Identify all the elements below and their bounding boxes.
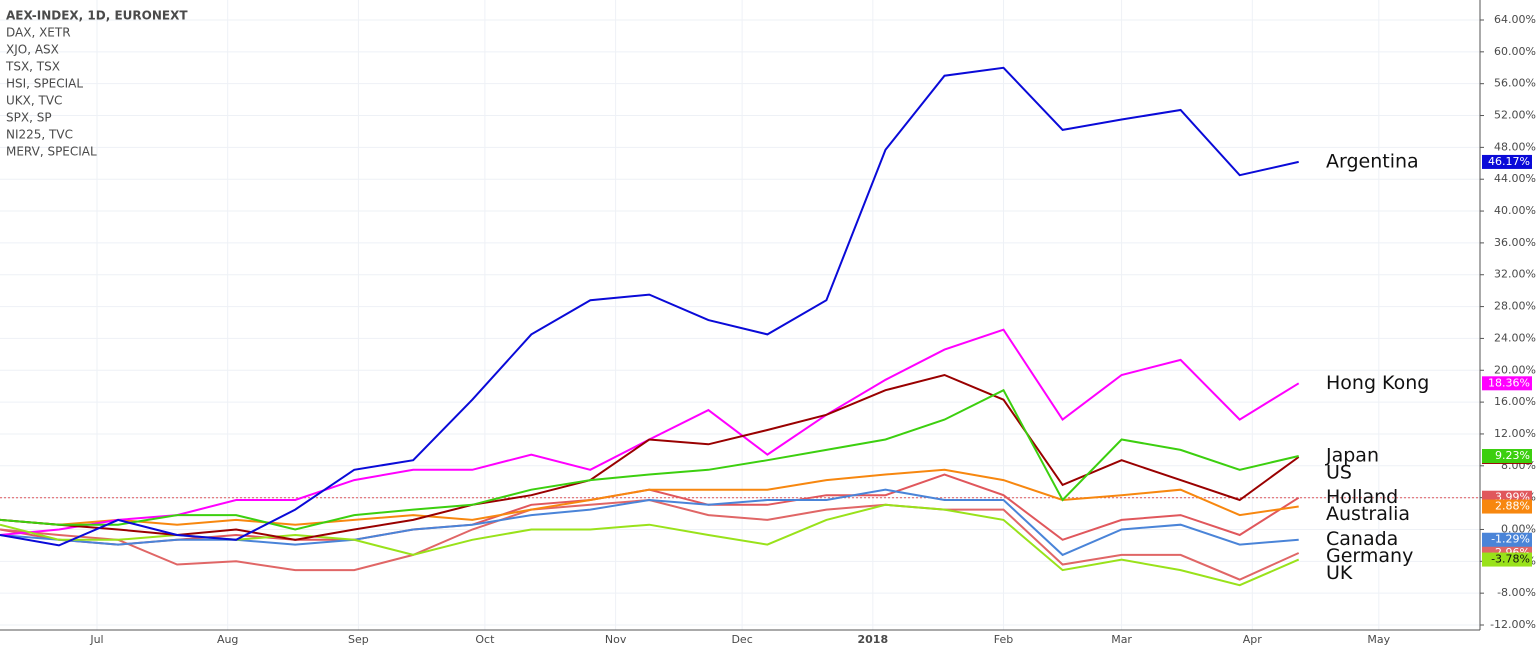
value-label: -3.78% (1491, 553, 1530, 566)
value-label: 18.36% (1488, 376, 1530, 389)
y-tick-label: 48.00% (1494, 140, 1536, 153)
y-tick-label: 40.00% (1494, 204, 1536, 217)
value-label: 46.17% (1488, 155, 1530, 168)
value-label-box (1482, 376, 1532, 391)
y-tick-label: 52.00% (1494, 109, 1536, 122)
series-annotation: Holland (1326, 486, 1398, 508)
series-line (0, 388, 1299, 531)
legend-entry: UKX, TVC (6, 94, 62, 108)
value-label-box (1482, 499, 1532, 514)
x-tick-label: Dec (731, 633, 752, 646)
x-tick-label: Mar (1111, 633, 1132, 646)
x-tick-label: May (1367, 633, 1390, 646)
series-annotation: Germany (1326, 545, 1413, 567)
x-tick-label: Sep (348, 633, 369, 646)
y-tick-label: 16.00% (1494, 395, 1536, 408)
x-tick-label: Aug (217, 633, 238, 646)
legend-entry: NI225, TVC (6, 128, 73, 142)
y-tick-label: 56.00% (1494, 77, 1536, 90)
series-annotation: Hong Kong (1326, 372, 1429, 394)
y-tick-label: 0.00% (1501, 522, 1536, 535)
y-tick-label: 32.00% (1494, 268, 1536, 281)
y-tick-label: 60.00% (1494, 45, 1536, 58)
y-tick-label: 24.00% (1494, 331, 1536, 344)
x-tick-label: Oct (475, 633, 495, 646)
series-annotation: US (1326, 461, 1352, 483)
series-line (0, 488, 1299, 557)
legend-entry: AEX-INDEX, 1D, EURONEXT (6, 9, 188, 23)
legend-entry: XJO, ASX (6, 43, 59, 57)
series-line (0, 373, 1300, 541)
value-label-box (1482, 532, 1532, 547)
y-tick-label: 20.00% (1494, 363, 1536, 376)
series-annotation: Argentina (1326, 150, 1419, 172)
y-tick-label: 36.00% (1494, 236, 1536, 249)
y-tick-label: -12.00% (1490, 618, 1536, 631)
x-tick-label: Apr (1243, 633, 1263, 646)
x-tick-label: Jul (89, 633, 103, 646)
value-label-box (1482, 552, 1532, 567)
series-line (0, 468, 1299, 526)
series-line (0, 328, 1300, 536)
value-label: 2.88% (1495, 500, 1530, 513)
legend-entry: TSX, TSX (5, 60, 60, 74)
x-tick-label: Nov (605, 633, 627, 646)
y-tick-label: 44.00% (1494, 172, 1536, 185)
y-tick-label: -8.00% (1497, 586, 1536, 599)
x-tick-label: 2018 (858, 633, 889, 646)
value-label: -1.29% (1491, 533, 1530, 546)
y-tick-label: 64.00% (1494, 13, 1536, 26)
series-annotation: Japan (1325, 444, 1379, 466)
legend-entry: SPX, SP (6, 111, 52, 125)
legend-entry: MERV, SPECIAL (6, 145, 97, 159)
y-tick-label: 28.00% (1494, 300, 1536, 313)
value-label-box (1482, 448, 1532, 463)
series-annotation: Australia (1326, 503, 1410, 525)
legend-entry: HSI, SPECIAL (6, 77, 83, 91)
value-label-box (1482, 154, 1532, 169)
series-line (0, 503, 1300, 587)
x-tick-label: Feb (994, 633, 1013, 646)
series-line (0, 66, 1299, 547)
y-tick-label: 12.00% (1494, 427, 1536, 440)
legend-entry: DAX, XETR (6, 26, 71, 40)
series-annotation: Canada (1326, 528, 1398, 550)
value-label: 9.23% (1495, 449, 1530, 462)
series-annotation: UK (1326, 562, 1353, 584)
